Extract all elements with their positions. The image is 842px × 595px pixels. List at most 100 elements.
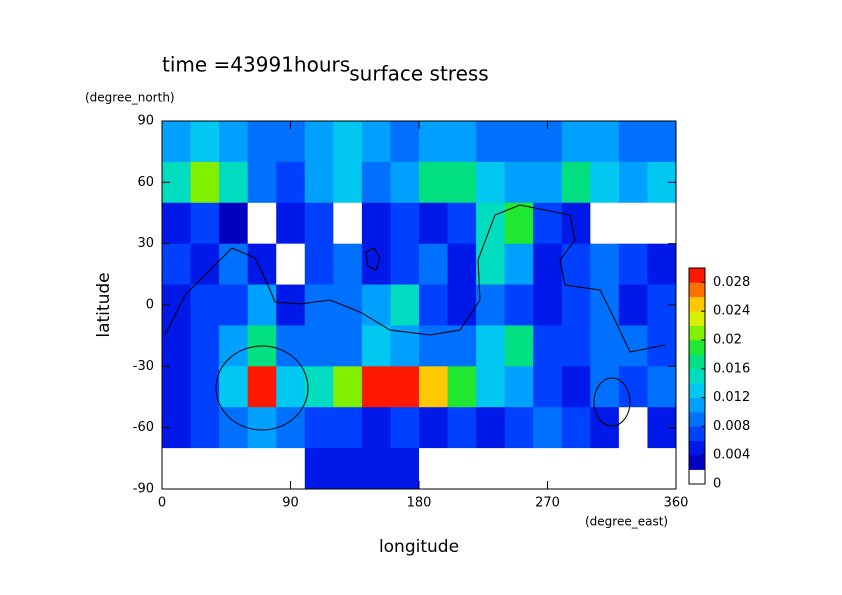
- cell: [276, 202, 306, 245]
- cell: [419, 121, 449, 163]
- cell: [533, 243, 563, 286]
- cell: [162, 366, 192, 408]
- cell: [590, 448, 620, 490]
- cell: [390, 366, 420, 408]
- cell: [533, 284, 563, 326]
- colorbar-band: [689, 469, 705, 485]
- cell: [419, 284, 449, 326]
- y-tick-label: 0: [146, 298, 154, 313]
- cell: [390, 407, 420, 449]
- cell: [190, 448, 220, 490]
- colorbar-band: [689, 268, 705, 283]
- cell: [561, 325, 591, 367]
- y-tick-label: -90: [133, 482, 154, 497]
- cell: [561, 161, 591, 204]
- colorbar-band: [689, 354, 705, 370]
- cell: [590, 325, 620, 367]
- axes: 0 90 180 270 360 -90 -60 -30 0 30 60 90: [133, 114, 689, 511]
- cell: [647, 121, 677, 163]
- cell: [304, 161, 334, 204]
- cell: [504, 121, 534, 163]
- cell: [504, 325, 534, 367]
- cell: [618, 407, 648, 449]
- cell: [590, 202, 620, 245]
- cell: [447, 366, 477, 408]
- cell: [618, 448, 648, 490]
- y-tick-label: 90: [137, 114, 154, 129]
- cell: [647, 366, 677, 408]
- cell: [561, 243, 591, 286]
- cell: [361, 448, 391, 490]
- x-unit: (degree_east): [585, 515, 668, 529]
- cell: [162, 448, 192, 490]
- cell: [219, 366, 249, 408]
- cell: [447, 202, 477, 245]
- cell: [333, 407, 363, 449]
- cell: [647, 448, 677, 490]
- cell: [162, 121, 192, 163]
- cell: [190, 284, 220, 326]
- cell: [504, 407, 534, 449]
- cell: [618, 284, 648, 326]
- cell: [561, 407, 591, 449]
- cell: [333, 366, 363, 408]
- cell: [590, 121, 620, 163]
- cell: [476, 407, 506, 449]
- cell: [419, 243, 449, 286]
- cell: [276, 325, 306, 367]
- cell: [647, 243, 677, 286]
- y-tick-label: 30: [137, 236, 154, 251]
- x-tick-label: 0: [158, 496, 166, 511]
- cell: [590, 366, 620, 408]
- y-axis-label: latitude: [94, 272, 114, 337]
- cell: [647, 325, 677, 367]
- cell: [162, 243, 192, 286]
- cell: [476, 325, 506, 367]
- cell: [361, 121, 391, 163]
- cell: [219, 284, 249, 326]
- cell: [561, 202, 591, 245]
- cell: [247, 448, 277, 490]
- cell: [504, 243, 534, 286]
- cell: [190, 325, 220, 367]
- cell: [618, 325, 648, 367]
- cell: [647, 202, 677, 245]
- cell: [419, 366, 449, 408]
- colorbar-band: [689, 340, 705, 355]
- cell: [361, 325, 391, 367]
- colorbar-tick-label: 0.028: [713, 275, 750, 290]
- coastline: [164, 204, 666, 353]
- colorbar-frame: [688, 267, 706, 485]
- cell: [447, 243, 477, 286]
- cell: [333, 325, 363, 367]
- cell: [190, 202, 220, 245]
- cell: [333, 284, 363, 326]
- cell: [533, 407, 563, 449]
- cell: [390, 284, 420, 326]
- cell: [419, 407, 449, 449]
- cell: [447, 448, 477, 490]
- cell: [504, 366, 534, 408]
- colorbar-band: [689, 440, 705, 456]
- cell: [304, 243, 334, 286]
- x-axis-label: longitude: [379, 537, 459, 557]
- colorbar-band: [689, 426, 705, 442]
- colorbar-band: [689, 383, 705, 398]
- colorbar-tick-label: 0.008: [713, 419, 750, 434]
- colorbar-tick-label: 0.024: [713, 304, 750, 319]
- colorbar-tick-label: 0.016: [713, 361, 750, 376]
- cell: [476, 202, 506, 245]
- cell: [618, 121, 648, 163]
- cell: [162, 202, 192, 245]
- cell: [333, 243, 363, 286]
- colorbar: 0 0.004 0.008 0.012 0.016 0.02 0.024 0.028: [688, 267, 750, 492]
- colorbar-band: [689, 397, 705, 413]
- cell: [247, 161, 277, 204]
- cell: [533, 161, 563, 204]
- cell: [190, 407, 220, 449]
- cell: [276, 284, 306, 326]
- cell: [219, 161, 249, 204]
- cell: [561, 448, 591, 490]
- cell: [476, 121, 506, 163]
